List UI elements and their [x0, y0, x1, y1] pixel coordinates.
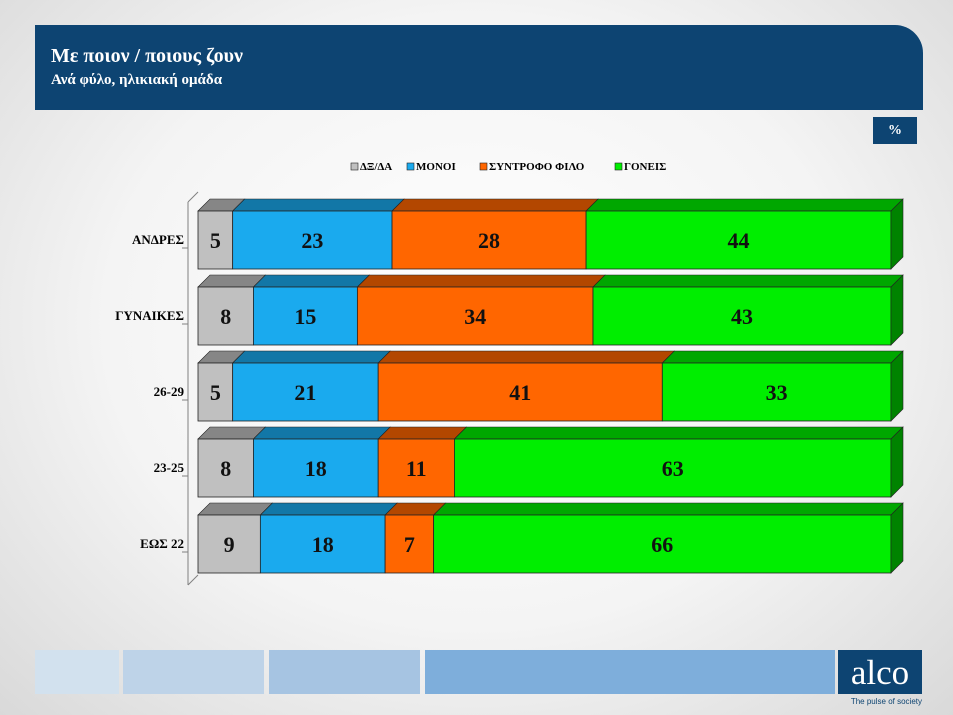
data-label: 8 — [220, 304, 231, 329]
legend-label: ΔΞ/ΔΑ — [360, 161, 392, 173]
axis-floor-edge — [187, 574, 199, 586]
bar-top-face — [453, 426, 904, 440]
footer-block-3 — [269, 650, 420, 694]
data-label: 11 — [406, 456, 427, 481]
header-bar: Με ποιον / ποιους ζουν Ανά φύλο, ηλικιακ… — [35, 25, 923, 110]
footer-block-2 — [123, 650, 264, 694]
data-label: 18 — [305, 456, 327, 481]
data-label: 34 — [464, 304, 486, 329]
data-label: 23 — [301, 228, 323, 253]
bar-segment — [377, 362, 663, 422]
bar-top-face — [259, 502, 398, 516]
alco-logo: alco — [838, 650, 922, 694]
page-title: Με ποιον / ποιους ζουν — [51, 45, 243, 67]
unit-badge: % — [873, 117, 917, 144]
data-label: 66 — [651, 532, 673, 557]
bar-segment — [253, 438, 379, 498]
bar-top-face — [377, 426, 468, 440]
bar-top-face — [231, 198, 405, 212]
bar-segment — [356, 286, 594, 346]
legend-swatch — [406, 162, 415, 171]
bar-top-face — [391, 198, 599, 212]
legend-label: ΜΟΝΟΙ — [416, 161, 456, 173]
bar-side-face — [890, 274, 904, 346]
data-label: 21 — [294, 380, 316, 405]
bar-side-face — [890, 502, 904, 574]
bar-segment — [197, 362, 234, 422]
bar-segment — [585, 210, 892, 270]
legend-swatch — [350, 162, 359, 171]
data-label: 5 — [210, 380, 221, 405]
bar-segment — [592, 286, 892, 346]
bar-segment — [377, 438, 455, 498]
category-label: ΑΝΔΡΕΣ — [132, 232, 184, 247]
bar-segment — [433, 514, 892, 574]
bar-top-face — [377, 350, 676, 364]
bar-top-face — [661, 350, 904, 364]
tagline: The pulse of society — [850, 697, 922, 706]
bar-segment — [259, 514, 386, 574]
legend-label: ΣΥΝΤΡΟΦΟ ΦΙΛΟ — [489, 161, 585, 173]
legend-swatch — [479, 162, 488, 171]
legend-label: ΓΟΝΕΙΣ — [624, 161, 666, 173]
bar-segment — [197, 438, 254, 498]
bar-top-face — [197, 502, 274, 516]
bar-top-face — [432, 502, 904, 516]
category-label: ΕΩΣ 22 — [140, 536, 184, 551]
axis-top-edge — [187, 191, 199, 203]
data-label: 5 — [210, 228, 221, 253]
data-label: 63 — [662, 456, 684, 481]
category-label: 26-29 — [154, 384, 185, 399]
bar-segment — [197, 210, 234, 270]
data-label: 33 — [766, 380, 788, 405]
bar-top-face — [231, 350, 391, 364]
category-label: ΓΥΝΑΙΚΕΣ — [115, 308, 184, 323]
bar-segment — [661, 362, 892, 422]
bar-segment — [232, 210, 393, 270]
bar-top-face — [252, 426, 391, 440]
bar-side-face — [890, 350, 904, 422]
bar-side-face — [890, 198, 904, 270]
bar-segment — [391, 210, 587, 270]
legend-swatch — [614, 162, 623, 171]
footer-block-1 — [35, 650, 119, 694]
data-label: 18 — [312, 532, 334, 557]
bar-segment — [232, 362, 379, 422]
data-label: 44 — [728, 228, 750, 253]
bar-top-face — [592, 274, 904, 288]
bar-segment — [253, 286, 358, 346]
data-label: 41 — [509, 380, 531, 405]
data-label: 7 — [404, 532, 415, 557]
category-label: 23-25 — [154, 460, 185, 475]
bar-top-face — [356, 274, 606, 288]
bar-side-face — [890, 426, 904, 498]
data-label: 28 — [478, 228, 500, 253]
footer-block-4 — [425, 650, 835, 694]
bar-segment — [454, 438, 892, 498]
bar-top-face — [585, 198, 904, 212]
bar-segment — [197, 286, 254, 346]
data-label: 8 — [220, 456, 231, 481]
bar-top-face — [252, 274, 371, 288]
data-label: 15 — [294, 304, 316, 329]
page-subtitle: Ανά φύλο, ηλικιακή ομάδα — [51, 72, 223, 88]
data-label: 9 — [224, 532, 235, 557]
data-label: 43 — [731, 304, 753, 329]
